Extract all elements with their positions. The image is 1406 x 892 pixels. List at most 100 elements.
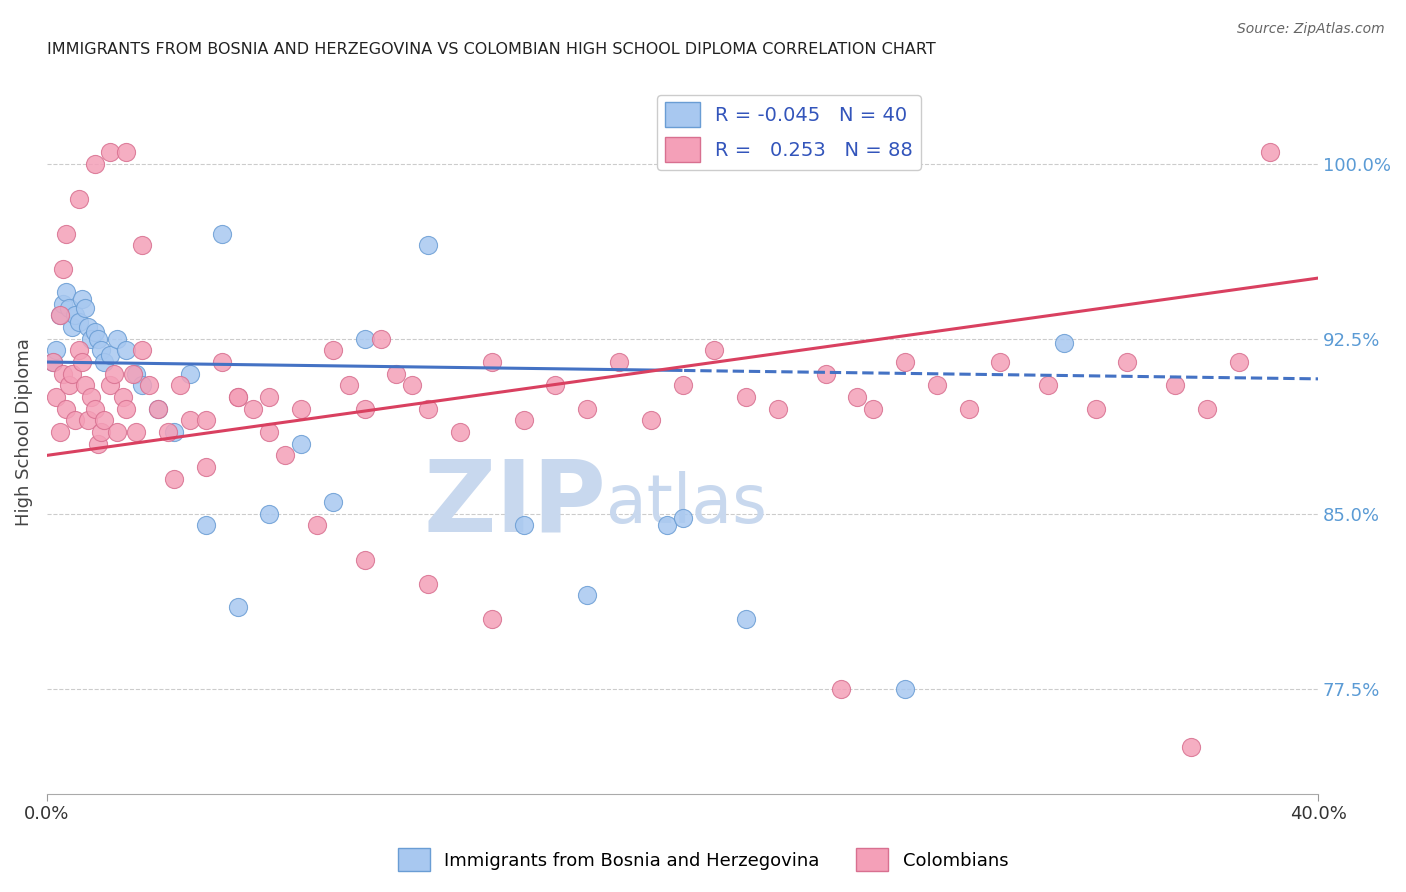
Point	[112, 390, 135, 404]
Point	[370, 332, 392, 346]
Point	[52, 367, 75, 381]
Point	[226, 390, 249, 404]
Point	[1036, 378, 1059, 392]
Point	[90, 425, 112, 439]
Point	[957, 401, 980, 416]
Point	[512, 518, 534, 533]
Point	[121, 367, 143, 381]
Point	[100, 145, 122, 159]
Point	[93, 413, 115, 427]
Point	[337, 378, 360, 392]
Point	[93, 355, 115, 369]
Point	[73, 378, 96, 392]
Point	[607, 355, 630, 369]
Point	[512, 413, 534, 427]
Point	[73, 301, 96, 316]
Point	[45, 390, 67, 404]
Point	[100, 348, 122, 362]
Point	[194, 460, 217, 475]
Point	[125, 367, 148, 381]
Point	[146, 401, 169, 416]
Point	[48, 425, 70, 439]
Point	[90, 343, 112, 358]
Point	[1053, 336, 1076, 351]
Point	[1227, 355, 1250, 369]
Point	[1164, 378, 1187, 392]
Point	[290, 401, 312, 416]
Point	[259, 425, 281, 439]
Point	[353, 553, 375, 567]
Point	[80, 390, 103, 404]
Point	[103, 367, 125, 381]
Point	[105, 425, 128, 439]
Point	[65, 413, 87, 427]
Point	[115, 145, 138, 159]
Point	[290, 436, 312, 450]
Point	[418, 576, 440, 591]
Point	[65, 309, 87, 323]
Point	[55, 401, 77, 416]
Point	[988, 355, 1011, 369]
Point	[259, 507, 281, 521]
Point	[115, 343, 138, 358]
Point	[322, 343, 344, 358]
Point	[703, 343, 725, 358]
Point	[77, 320, 100, 334]
Point	[305, 518, 328, 533]
Point	[58, 301, 80, 316]
Point	[156, 425, 179, 439]
Point	[131, 238, 153, 252]
Y-axis label: High School Diploma: High School Diploma	[15, 338, 32, 526]
Point	[125, 425, 148, 439]
Text: IMMIGRANTS FROM BOSNIA AND HERZEGOVINA VS COLOMBIAN HIGH SCHOOL DIPLOMA CORRELAT: IMMIGRANTS FROM BOSNIA AND HERZEGOVINA V…	[46, 42, 935, 57]
Point	[83, 401, 105, 416]
Point	[353, 401, 375, 416]
Point	[87, 436, 110, 450]
Point	[1180, 739, 1202, 754]
Point	[163, 472, 186, 486]
Point	[385, 367, 408, 381]
Point	[418, 401, 440, 416]
Legend: R = -0.045   N = 40, R =   0.253   N = 88: R = -0.045 N = 40, R = 0.253 N = 88	[657, 95, 921, 169]
Legend: Immigrants from Bosnia and Herzegovina, Colombians: Immigrants from Bosnia and Herzegovina, …	[391, 841, 1015, 879]
Point	[830, 681, 852, 696]
Point	[179, 413, 201, 427]
Point	[862, 401, 884, 416]
Point	[115, 401, 138, 416]
Point	[481, 612, 503, 626]
Point	[576, 401, 599, 416]
Point	[894, 355, 917, 369]
Point	[87, 332, 110, 346]
Point	[894, 681, 917, 696]
Point	[655, 518, 678, 533]
Point	[418, 238, 440, 252]
Point	[481, 355, 503, 369]
Point	[226, 600, 249, 615]
Point	[640, 413, 662, 427]
Point	[1116, 355, 1139, 369]
Point	[131, 378, 153, 392]
Point	[274, 449, 297, 463]
Point	[735, 390, 758, 404]
Point	[55, 227, 77, 241]
Point	[576, 588, 599, 602]
Point	[138, 378, 160, 392]
Point	[83, 157, 105, 171]
Point	[55, 285, 77, 299]
Point	[146, 401, 169, 416]
Text: atlas: atlas	[606, 471, 768, 537]
Point	[242, 401, 264, 416]
Point	[77, 413, 100, 427]
Point	[52, 297, 75, 311]
Point	[353, 332, 375, 346]
Point	[766, 401, 789, 416]
Point	[1260, 145, 1282, 159]
Point	[70, 292, 93, 306]
Point	[846, 390, 869, 404]
Point	[67, 315, 90, 329]
Point	[1195, 401, 1218, 416]
Point	[671, 511, 693, 525]
Point	[58, 378, 80, 392]
Point	[80, 332, 103, 346]
Point	[48, 309, 70, 323]
